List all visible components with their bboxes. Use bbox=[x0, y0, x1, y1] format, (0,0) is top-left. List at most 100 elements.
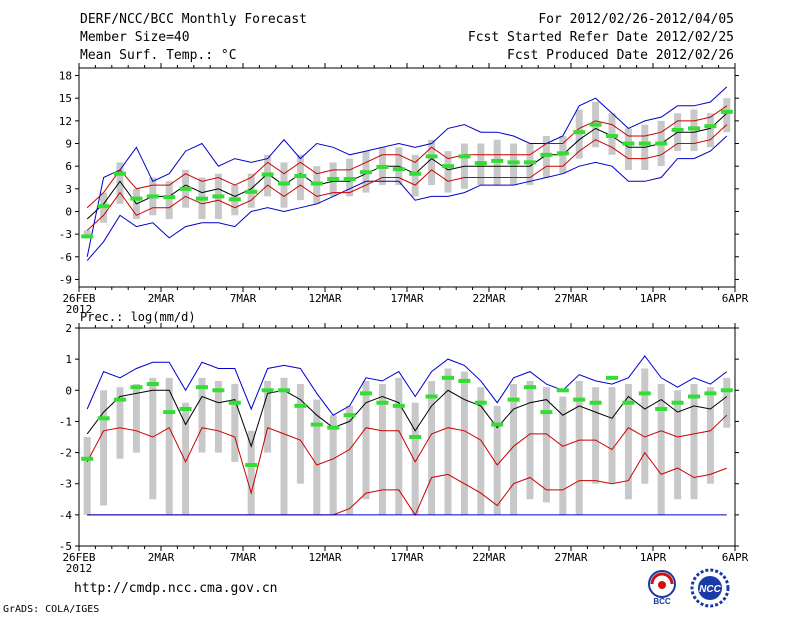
observation-marker bbox=[376, 400, 389, 405]
y-tick-label: -6 bbox=[59, 251, 72, 264]
observation-marker bbox=[97, 204, 110, 209]
variable-label: Mean Surf. Temp.: °C bbox=[80, 48, 237, 63]
y-tick-label: -5 bbox=[59, 540, 72, 553]
ensemble-bar bbox=[362, 380, 370, 500]
observation-marker bbox=[97, 416, 110, 421]
y-tick-label: 6 bbox=[65, 160, 72, 173]
observation-marker bbox=[573, 130, 586, 135]
ensemble-bar bbox=[264, 380, 272, 453]
ensemble-bar bbox=[526, 380, 534, 500]
observation-marker bbox=[114, 171, 126, 176]
series-line-mean-1sd bbox=[86, 124, 728, 231]
y-tick-label: 0 bbox=[65, 205, 72, 218]
observation-marker bbox=[179, 186, 192, 191]
observation-marker bbox=[589, 122, 602, 127]
observation-marker bbox=[655, 141, 668, 146]
observation-marker bbox=[196, 385, 208, 390]
ensemble-bar bbox=[428, 380, 436, 515]
ensemble-bar bbox=[411, 402, 419, 515]
ensemble-bar bbox=[510, 384, 518, 515]
ensemble-bar bbox=[592, 387, 600, 484]
observation-marker bbox=[442, 375, 454, 380]
ensemble-bar bbox=[116, 387, 124, 459]
observation-marker bbox=[606, 375, 618, 380]
observation-marker bbox=[245, 189, 258, 194]
ensemble-bar bbox=[706, 387, 714, 484]
forecast-period: For 2012/02/26-2012/04/05 bbox=[538, 12, 734, 27]
precip-panel-title: Prec.: log(mm/d) bbox=[80, 310, 196, 324]
bcc-logo: BCC bbox=[648, 570, 676, 606]
observation-marker bbox=[524, 160, 536, 165]
observation-marker bbox=[327, 177, 340, 182]
observation-marker bbox=[163, 195, 176, 200]
observation-marker bbox=[474, 400, 487, 405]
x-tick-label: 27MAR bbox=[554, 551, 587, 564]
ensemble-bar bbox=[83, 437, 91, 515]
observation-marker bbox=[474, 161, 487, 166]
ensemble-bar bbox=[559, 396, 567, 515]
ensemble-bar bbox=[723, 98, 731, 133]
y-tick-label: -1 bbox=[59, 415, 72, 428]
x-tick-label: 26FEB bbox=[62, 292, 95, 305]
observation-marker bbox=[310, 181, 323, 186]
observation-marker bbox=[671, 127, 684, 132]
ensemble-bar bbox=[493, 405, 501, 515]
observation-marker bbox=[704, 391, 717, 396]
series-line-mean-1sd bbox=[86, 105, 728, 209]
observation-marker bbox=[425, 394, 438, 399]
member-size: Member Size=40 bbox=[80, 30, 190, 45]
observation-marker bbox=[622, 141, 635, 146]
ensemble-bar bbox=[329, 415, 337, 515]
series-line-ensemble-mean bbox=[86, 389, 728, 448]
x-tick-label: 27MAR bbox=[554, 292, 587, 305]
y-tick-label: 12 bbox=[59, 115, 72, 128]
observation-marker bbox=[212, 194, 225, 199]
ensemble-bar bbox=[674, 390, 682, 500]
observation-marker bbox=[163, 410, 176, 415]
plot-frame bbox=[78, 327, 736, 547]
ensemble-bar bbox=[723, 377, 731, 428]
start-refer-date: Fcst Started Refer Date 2012/02/25 bbox=[467, 30, 734, 45]
observation-marker bbox=[524, 385, 536, 390]
observation-marker bbox=[671, 400, 684, 405]
observation-marker bbox=[376, 164, 389, 169]
observation-marker bbox=[540, 152, 553, 157]
observation-marker bbox=[655, 406, 668, 411]
ensemble-bar bbox=[280, 377, 288, 515]
y-tick-label: 15 bbox=[59, 92, 72, 105]
observation-marker bbox=[458, 378, 471, 383]
ncc-logo: NCC bbox=[690, 568, 730, 608]
observation-marker bbox=[458, 154, 471, 159]
series-line-ensemble-mean bbox=[86, 112, 728, 220]
x-tick-label: 12MAR bbox=[308, 551, 341, 564]
x-tick-label: 26FEB bbox=[62, 551, 95, 564]
ncc-logo-text: NCC bbox=[699, 584, 721, 595]
series-line-max bbox=[86, 86, 728, 257]
ensemble-bar bbox=[395, 377, 403, 515]
observation-marker bbox=[360, 170, 372, 175]
observation-marker bbox=[540, 410, 553, 415]
observation-marker bbox=[294, 173, 307, 178]
y-tick-label: 18 bbox=[59, 70, 72, 83]
ensemble-bar bbox=[477, 387, 485, 515]
ensemble-bar bbox=[428, 139, 436, 186]
x-tick-label: 2MAR bbox=[148, 551, 175, 564]
ensemble-bar bbox=[444, 368, 452, 515]
observation-marker bbox=[327, 425, 340, 430]
y-tick-label: 1 bbox=[65, 353, 72, 366]
observation-marker bbox=[556, 151, 569, 156]
observation-marker bbox=[310, 422, 323, 427]
y-tick-label: -3 bbox=[59, 228, 72, 241]
ensemble-bar bbox=[182, 402, 190, 515]
ensemble-bar bbox=[149, 377, 157, 500]
ensemble-bar bbox=[608, 387, 616, 484]
observation-marker bbox=[81, 456, 94, 461]
x-tick-label: 2MAR bbox=[148, 292, 175, 305]
y-tick-label: -9 bbox=[59, 273, 72, 286]
ensemble-bar bbox=[132, 384, 140, 453]
observation-marker bbox=[425, 154, 438, 159]
source-url[interactable]: http://cmdp.ncc.cma.gov.cn bbox=[74, 581, 278, 596]
y-tick-label: -4 bbox=[59, 509, 73, 522]
ensemble-bar bbox=[624, 384, 632, 500]
